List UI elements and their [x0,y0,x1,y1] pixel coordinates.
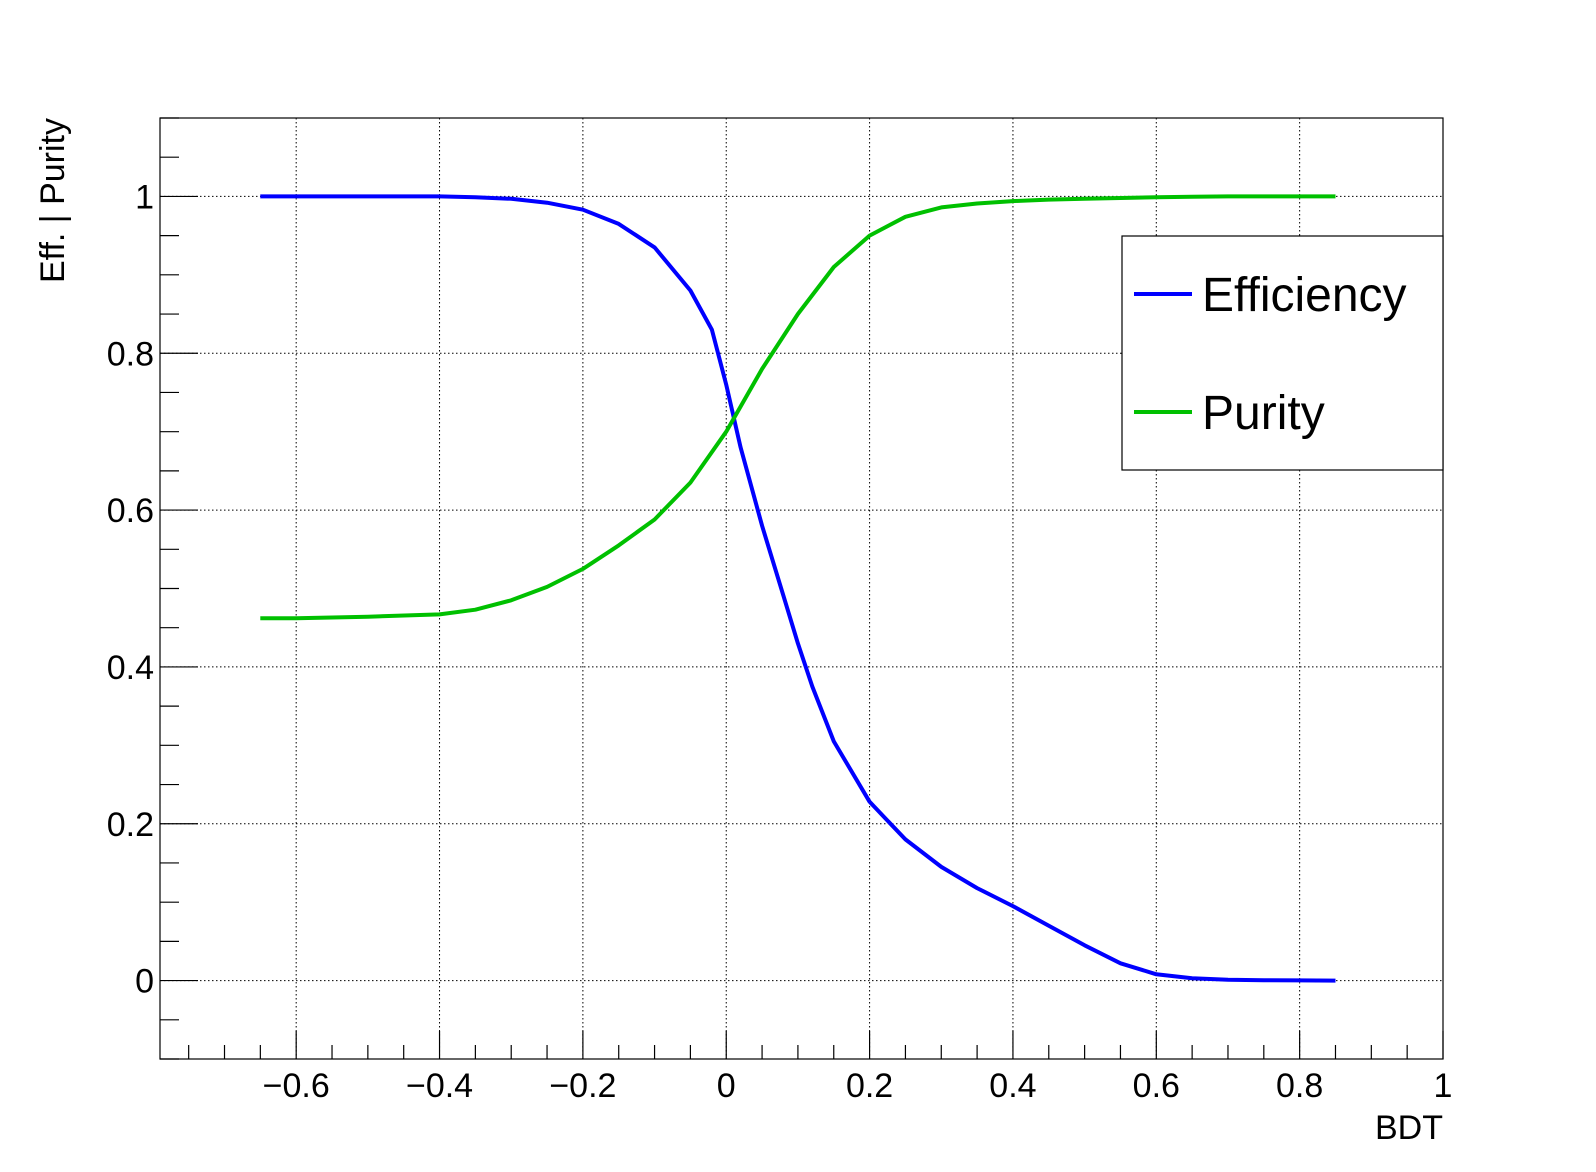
y-tick-label: 1 [135,178,154,216]
x-axis-title: BDT [1375,1109,1443,1147]
legend-label-purity: Purity [1202,387,1325,440]
x-tick-label: 0.4 [989,1067,1036,1105]
legend: Efficiency Purity [1121,235,1444,471]
x-tick-label: 0 [717,1067,736,1105]
x-tick-label: −0.4 [406,1067,473,1105]
x-tick-label: 1 [1434,1067,1453,1105]
series-line-purity [260,194,1336,621]
legend-label-efficiency: Efficiency [1202,269,1407,322]
y-tick-label: 0 [135,963,154,1001]
series-line-efficiency [260,194,1336,983]
legend-box [1121,235,1444,471]
x-axis-ticks: −0.6 −0.4 −0.2 0 0.2 0.4 0.6 0.8 1 [263,1031,1453,1105]
plot-frame [159,117,1444,1060]
y-tick-label: 0.6 [107,492,154,530]
x-tick-label: 0.2 [846,1067,893,1105]
y-axis-ticks: 0 0.2 0.4 0.6 0.8 1 [107,178,198,1001]
series-lines [260,194,1336,983]
x-tick-label: 0.6 [1133,1067,1180,1105]
x-tick-label: 0.8 [1276,1067,1323,1105]
x-tick-label: −0.6 [263,1067,330,1105]
y-tick-label: 0.4 [107,649,154,687]
x-tick-label: −0.2 [549,1067,616,1105]
y-tick-label: 0.2 [107,806,154,844]
y-axis-title: Eff. | Purity [34,118,72,283]
y-tick-label: 0.8 [107,335,154,373]
